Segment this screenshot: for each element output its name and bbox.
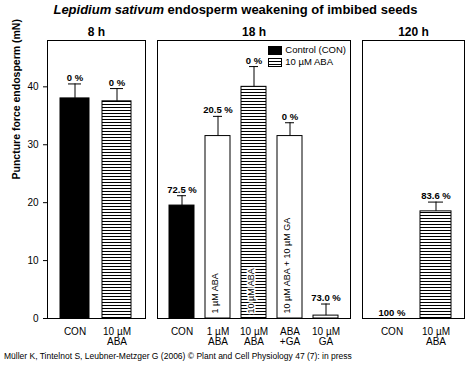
svg-text:10 µM ABA: 10 µM ABA [246,268,256,313]
html-text:Lepidium sativum endosperm wea: Lepidium sativum endosperm weakening of … [53,2,418,17]
svg-text:0 %: 0 % [282,111,299,122]
svg-text:1 µM ABA: 1 µM ABA [210,273,220,313]
svg-text:40: 40 [27,81,39,92]
svg-text:18 h: 18 h [242,25,266,39]
svg-text:100 %: 100 % [379,307,406,318]
svg-text:ABA+GA: ABA+GA [280,326,301,347]
svg-text:0 %: 0 % [67,72,84,83]
html-text:Control (CON): Control (CON) [285,44,346,55]
svg-text:Puncture force endosperm (mN): Puncture force endosperm (mN) [10,19,22,179]
svg-text:CON: CON [171,326,193,337]
svg-text:73.0 %: 73.0 % [311,292,341,303]
svg-text:8 h: 8 h [88,25,105,39]
svg-text:10: 10 [27,255,39,266]
svg-text:CON: CON [64,326,86,337]
svg-text:120 h: 120 h [398,25,429,39]
svg-text:10 µMABA: 10 µMABA [240,326,268,347]
svg-text:20.5 %: 20.5 % [203,104,233,115]
svg-text:10 µMGA: 10 µMGA [312,326,340,347]
svg-text:0 %: 0 % [246,55,263,66]
svg-text:30: 30 [27,139,39,150]
svg-text:10 µMABA: 10 µMABA [103,326,131,347]
svg-text:0 %: 0 % [109,77,126,88]
svg-text:1 µMABA: 1 µMABA [207,326,229,347]
svg-text:20: 20 [27,197,39,208]
html-text:10 µM ABA: 10 µM ABA [285,56,333,67]
svg-text:83.6 %: 83.6 % [421,190,451,201]
svg-text:CON: CON [381,326,403,337]
svg-text:10 µMABA: 10 µMABA [422,326,450,347]
svg-text:0: 0 [33,313,39,324]
svg-text:72.5 %: 72.5 % [167,184,197,195]
svg-text:10 µM ABA + 10 µM GA: 10 µM ABA + 10 µM GA [282,218,292,314]
html-text:Müller K, Tintelnot S, Leubner: Müller K, Tintelnot S, Leubner-Metzger G… [4,351,352,361]
